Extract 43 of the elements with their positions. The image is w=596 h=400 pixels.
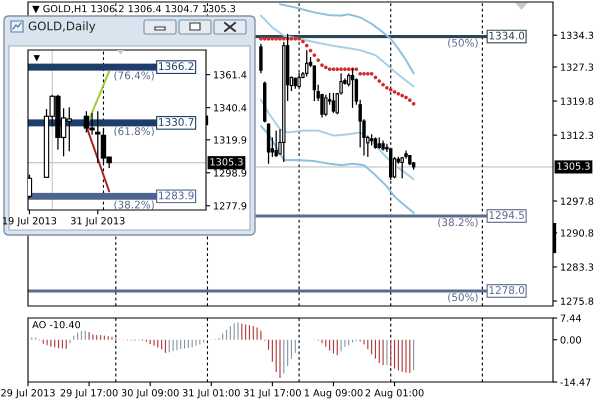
y-tick-label: -14.47 <box>560 378 590 386</box>
ref-line-label: 1305.3 <box>210 158 243 166</box>
ref-line-label: 1305.3 <box>558 162 590 170</box>
ref-line-label: 1278.0 <box>490 286 524 294</box>
y-tick-label: 1298.9 <box>214 169 246 177</box>
y-tick-label: 1334.3 <box>561 32 594 40</box>
x-tick-label: 31 Jul 17:00 <box>244 388 301 398</box>
x-tick-label: 29 Jul 2013 <box>1 388 55 398</box>
y-tick-label: 1290.8 <box>561 229 594 237</box>
y-tick-label: 1312.3 <box>561 132 594 139</box>
y-tick-label: 1275.8 <box>561 297 594 305</box>
ref-line-label: 1283.9 <box>159 191 194 200</box>
annotation: (76.4%) <box>114 71 154 81</box>
annotation: (50%) <box>448 38 478 48</box>
x-tick-label: 31 Jul 01:00 <box>182 388 240 398</box>
annotation: (61.8%) <box>114 127 154 136</box>
chart-title: ▼ GOLD,H1 1306.2 1306.4 1304.7 1305.3 <box>32 4 236 14</box>
x-tick-label: 29 Jul 17:00 <box>60 388 118 398</box>
y-tick-label: 1277.9 <box>214 202 246 210</box>
annotation: (38.2%) <box>114 200 154 210</box>
ref-line-label: 1334.0 <box>490 32 524 40</box>
y-tick-label: 7.44 <box>560 314 582 322</box>
chart-title: AO -10.40 <box>32 320 80 328</box>
ref-line-label: 1366.2 <box>159 62 194 70</box>
x-tick-label: 30 Jul 09:00 <box>122 388 179 398</box>
annotation: ▼ <box>34 55 40 62</box>
y-tick-label: 1319.8 <box>561 98 594 105</box>
x-tick-label: 31 Jul 2013 <box>71 216 125 226</box>
y-tick-label: 0.00 <box>560 336 581 344</box>
y-tick-label: 1283.3 <box>561 263 594 271</box>
x-tick-label: 19 Jul 2013 <box>2 216 56 226</box>
y-tick-label: 1297.8 <box>561 198 594 205</box>
y-tick-label: 1340.4 <box>214 104 246 112</box>
ref-line-label: 1330.7 <box>159 118 194 126</box>
y-tick-label: 1327.3 <box>561 63 594 71</box>
annotation: (38.2%) <box>438 218 478 228</box>
x-tick-label: 2 Aug 01:00 <box>366 389 424 398</box>
y-tick-label: 1361.4 <box>214 71 246 78</box>
x-tick-label: 1 Aug 09:00 <box>304 389 362 398</box>
annotation: (50%) <box>448 293 478 302</box>
y-tick-label: 1319.9 <box>214 136 246 144</box>
chart-title: GOLD,Daily <box>28 21 96 33</box>
ref-line-label: 1294.5 <box>490 211 524 220</box>
